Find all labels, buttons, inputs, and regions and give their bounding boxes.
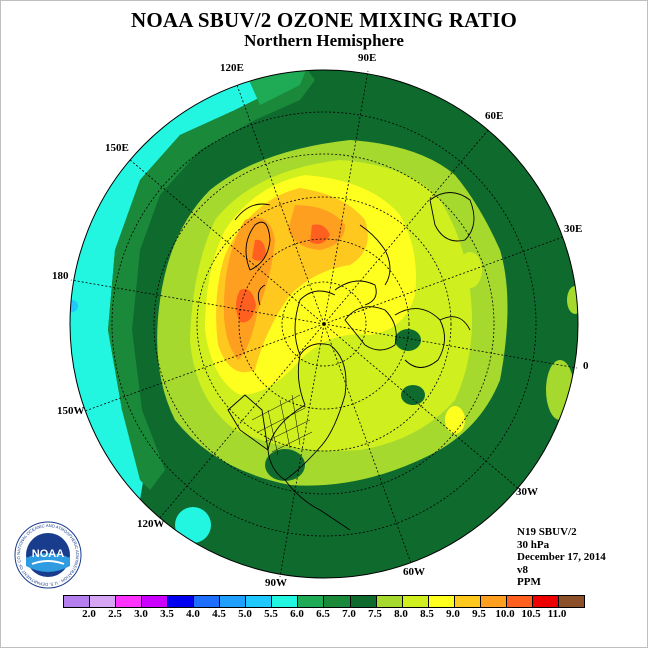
lon-label-150w: 150W [57, 405, 85, 417]
colorbar-tick-label: 5.0 [238, 608, 252, 620]
lon-label-0: 0 [583, 360, 589, 372]
colorbar-swatch [64, 596, 91, 607]
colorbar-tick-label: 6.5 [316, 608, 330, 620]
colorbar-tick-label: 10.0 [495, 608, 515, 620]
colorbar-swatch [428, 596, 455, 607]
colorbar-swatch [376, 596, 403, 607]
lon-label-90w: 90W [265, 577, 287, 589]
colorbar-swatch [298, 596, 325, 607]
colorbar-tick-label: 9.5 [472, 608, 486, 620]
ozone-field [70, 70, 578, 578]
colorbar-tick-label: 4.0 [186, 608, 200, 620]
us-states [251, 394, 313, 456]
colorbar-swatch [350, 596, 377, 607]
colorbar-tick-label: 2.0 [82, 608, 96, 620]
colorbar-swatch [246, 596, 273, 607]
colorbar-tick-label: 6.0 [290, 608, 304, 620]
coastlines [227, 192, 475, 531]
colorbar-tick-label: 11.0 [547, 608, 567, 620]
colorbar-tick-label: 4.5 [212, 608, 226, 620]
lon-label-30e: 30E [564, 223, 583, 235]
colorbar-tick-label: 8.0 [394, 608, 408, 620]
colorbar-swatch [116, 596, 143, 607]
logo-wordmark: NOAA [32, 548, 64, 560]
info-block: N19 SBUV/2 30 hPa December 17, 2014 v8 P… [517, 526, 606, 589]
lon-label-120e: 120E [220, 62, 244, 74]
lon-label-90e: 90E [358, 52, 377, 64]
colorbar-swatch [194, 596, 221, 607]
pressure-level: 30 hPa [517, 538, 550, 551]
graticule [70, 70, 578, 578]
colorbar-tick-label: 5.5 [264, 608, 278, 620]
lon-label-60w: 60W [403, 566, 425, 578]
map-boundary [69, 69, 579, 579]
lon-label-120w: 120W [137, 518, 165, 530]
map-title: NOAA SBUV/2 OZONE MIXING RATIO [131, 8, 517, 32]
colorbar-swatch [324, 596, 351, 607]
colorbar [63, 595, 585, 608]
map-subtitle: Northern Hemisphere [244, 31, 404, 50]
colorbar-swatch [168, 596, 195, 607]
colorbar-tick-label: 7.0 [342, 608, 356, 620]
colorbar-tick-label: 10.5 [521, 608, 541, 620]
colorbar-swatch [220, 596, 247, 607]
noaa-logo: NOAA NATIONAL OCEANIC AND ATMOSPHERIC AD… [10, 520, 82, 589]
colorbar-swatch [90, 596, 117, 607]
colorbar-swatch [532, 596, 559, 607]
colorbar-tick-label: 9.0 [446, 608, 460, 620]
colorbar-swatch [402, 596, 429, 607]
colorbar-swatch [142, 596, 169, 607]
units-label: PPM [517, 576, 541, 589]
lon-label-180: 180 [52, 270, 69, 282]
lon-label-30w: 30W [516, 486, 538, 498]
lon-label-60e: 60E [485, 110, 504, 122]
colorbar-tick-label: 3.5 [160, 608, 174, 620]
satellite-label: N19 SBUV/2 [517, 526, 577, 538]
colorbar-swatch [454, 596, 481, 607]
colorbar-swatch [506, 596, 533, 607]
colorbar-tick-label: 8.5 [420, 608, 434, 620]
colorbar-tick-label: 7.5 [368, 608, 382, 620]
colorbar-tick-label: 2.5 [108, 608, 122, 620]
colorbar-tick-label: 3.0 [134, 608, 148, 620]
version-label: v8 [517, 563, 528, 576]
colorbar-ticks: 2.0 2.5 3.0 3.5 4.0 4.5 5.0 5.5 6.0 6.5 7.0 7.5 8.0 8… [63, 608, 585, 622]
colorbar-swatch [480, 596, 507, 607]
colorbar-swatch [272, 596, 299, 607]
date-label: December 17, 2014 [517, 551, 606, 564]
lon-label-150e: 150E [105, 142, 129, 154]
colorbar-swatch [558, 596, 584, 607]
